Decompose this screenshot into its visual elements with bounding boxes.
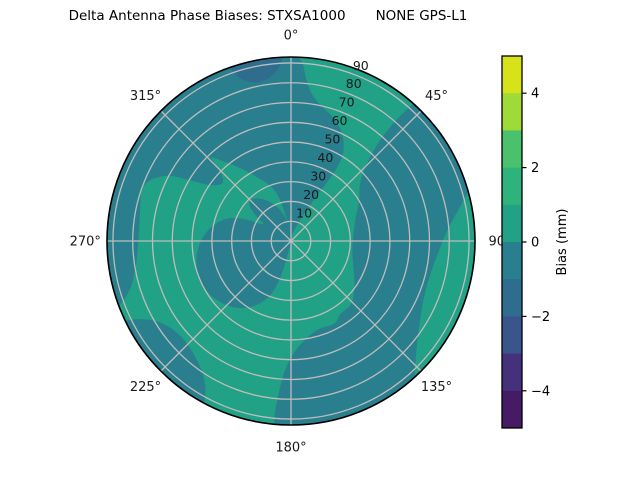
radial-tick-label-90: 90 [353, 58, 369, 73]
colorbar-tick-label: −4 [531, 384, 550, 399]
colorbar-segment-0 [502, 56, 522, 94]
angle-label-270: 270° [70, 235, 101, 250]
radial-tick-label-60: 60 [332, 113, 348, 128]
angle-label-180: 180° [275, 440, 306, 455]
angle-label-135: 135° [421, 380, 452, 395]
radial-tick-label-10: 10 [296, 206, 312, 221]
radial-tick-label-20: 20 [303, 187, 319, 202]
angle-label-0: 0° [284, 29, 299, 44]
colorbar: 4 2 0 −2 −4 Bias (mm) [501, 55, 570, 429]
radial-tick-label-50: 50 [324, 132, 340, 147]
colorbar-segment-5 [502, 242, 522, 280]
radial-tick-label-30: 30 [310, 169, 326, 184]
colorbar-tick-label: 2 [531, 161, 539, 176]
colorbar-segment-3 [502, 167, 522, 206]
angle-label-225: 225° [130, 380, 161, 395]
polar-outer-border [106, 56, 476, 426]
radial-tick-label-40: 40 [317, 150, 333, 165]
bias_-1_to_0_east_south_blob [274, 103, 471, 425]
radial-tick-label-70: 70 [339, 95, 355, 110]
colorbar-tick-label: −2 [531, 310, 550, 325]
plot-title: Delta Antenna Phase Biases: STXSA1000 NO… [68, 8, 468, 24]
bias_-1_to_0_center_west_blob [196, 198, 291, 309]
colorbar-segment-2 [502, 130, 522, 169]
bias_-1_to_0_north_blob [147, 57, 344, 234]
angle-label-45: 45° [425, 89, 448, 104]
angle-label-90: 90 [488, 235, 505, 250]
colorbar-axis-label: Bias (mm) [555, 209, 570, 276]
colorbar-segment-8 [502, 353, 522, 392]
colorbar-tick-label: 4 [531, 87, 539, 102]
grid-spoke-135 [160, 110, 422, 372]
colorbar-segment-4 [502, 204, 522, 243]
radial-tick-label-80: 80 [346, 76, 362, 91]
colorbar-segment-7 [502, 316, 522, 355]
angle-label-315: 315° [130, 89, 161, 104]
colorbar-segment-1 [502, 93, 522, 131]
colorbar-segment-9 [502, 390, 522, 429]
colorbar-segment-6 [502, 279, 522, 317]
polar-field [107, 57, 475, 425]
colorbar-tick-label: 0 [531, 236, 539, 251]
